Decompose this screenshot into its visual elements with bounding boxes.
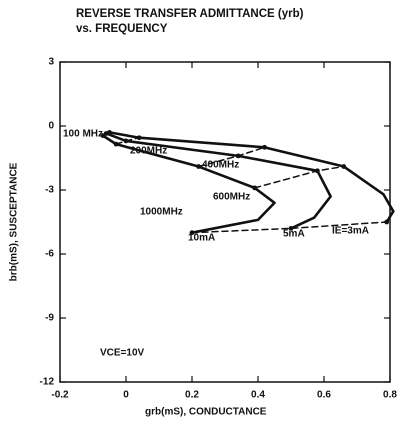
y-axis-label: brb(mS), SUSCEPTANCE: [9, 162, 20, 281]
chart-subtitle: vs. FREQUENCY: [76, 23, 168, 35]
point: [262, 144, 267, 150]
point: [341, 164, 347, 169]
x-tick-label: 0.8: [383, 390, 397, 401]
dashed-line: [191, 221, 388, 234]
plot-frame: [59, 61, 391, 383]
point: [107, 130, 112, 135]
point: [196, 164, 202, 169]
series-label: 100 MHz: [63, 129, 103, 140]
x-tick-label: 0.2: [185, 390, 199, 401]
y-tick-label: -3: [45, 185, 54, 196]
series-label: IE=3mA: [332, 226, 369, 237]
y-tick-label: -12: [40, 377, 55, 388]
y-tick-label: -6: [45, 249, 54, 260]
point: [252, 185, 258, 191]
y-tick-label: 3: [48, 57, 54, 68]
point: [235, 153, 241, 159]
series-label: 1000MHz: [140, 207, 183, 218]
point: [113, 141, 119, 147]
y-tick-label: 0: [48, 121, 54, 132]
x-tick-label: -0.2: [51, 390, 69, 401]
chart-title: REVERSE TRANSFER ADMITTANCE (yrb): [76, 8, 304, 20]
series-label: 600MHz: [213, 192, 250, 203]
series-label: 10mA: [188, 233, 215, 244]
point: [384, 219, 390, 225]
series-label: 5mA: [283, 229, 305, 240]
point: [123, 138, 129, 144]
x-axis-label: grb(mS), CONDUCTANCE: [145, 407, 267, 418]
series-label: 400MHz: [202, 160, 239, 171]
y-tick-label: -9: [45, 313, 54, 324]
dashed-line: [253, 165, 345, 189]
x-tick-label: 0.6: [317, 390, 331, 401]
x-tick-label: 0: [123, 390, 129, 401]
annotation: VCE=10V: [100, 348, 145, 359]
x-tick-label: 0.4: [251, 390, 265, 401]
series-label: 200MHz: [130, 146, 167, 157]
point: [288, 226, 294, 231]
point: [189, 230, 195, 236]
point: [315, 168, 320, 174]
point: [136, 135, 142, 141]
